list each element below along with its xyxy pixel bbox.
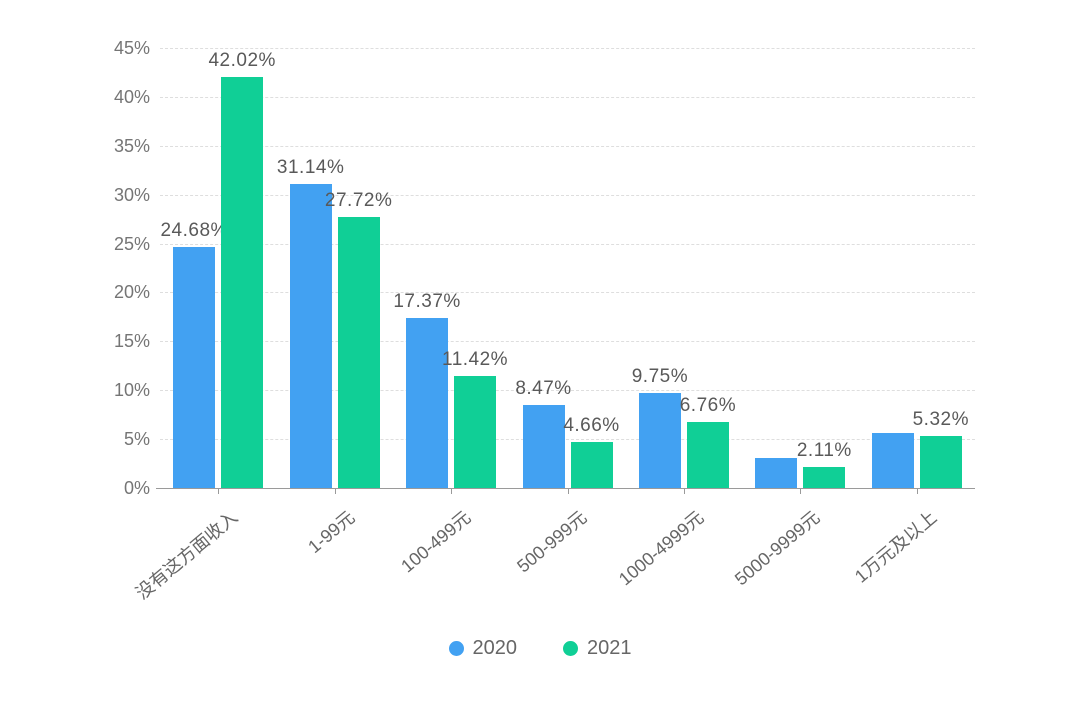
y-axis-tick-label: 40%: [113, 86, 150, 107]
gridline: [160, 48, 975, 49]
gridline: [160, 194, 975, 196]
y-axis-tick-label: 5%: [123, 429, 150, 450]
bar-2020: [871, 433, 914, 488]
plot-area: 24.68% 42.02% 31.14% 27.72% 17.37% 11.42% 8.47…: [156, 48, 975, 494]
x-axis-tick: [451, 488, 453, 494]
y-axis-tick-label: 15%: [113, 331, 150, 352]
gridline: [160, 145, 975, 147]
y-axis-tick-label: 35%: [113, 135, 150, 156]
bar-value-label: 5.32%: [912, 408, 969, 430]
bar-value-label: 24.68%: [160, 219, 228, 241]
bar-value-label: 4.66%: [563, 415, 620, 437]
bar-2021: [803, 467, 846, 488]
bar-value-label: 6.76%: [679, 394, 737, 416]
y-axis-tick-label: 10%: [113, 380, 150, 401]
x-axis-category-label: 500-999元: [513, 507, 591, 577]
x-axis-category-label: 1-99元: [303, 507, 359, 558]
bar-2021: [919, 435, 962, 488]
bar-2020: [289, 183, 332, 488]
x-axis-category-label: 5000-9999元: [731, 507, 824, 590]
y-axis-tick-label: 0%: [123, 478, 150, 498]
gridline: [160, 292, 975, 294]
legend-label-2021: 2021: [587, 637, 632, 659]
bar-value-label: 31.14%: [276, 156, 345, 178]
x-axis-category-label: 1000-4999元: [614, 507, 708, 590]
bar-value-label: 8.47%: [515, 378, 572, 400]
bar-value-label: 2.11%: [796, 440, 852, 462]
x-axis-tick: [218, 488, 220, 494]
y-axis-tick-label: 20%: [113, 282, 150, 303]
gridline: [160, 243, 975, 245]
y-axis-tick-label: 45%: [113, 38, 150, 58]
x-axis-tick: [800, 488, 802, 494]
y-axis-tick-label: 25%: [113, 233, 150, 254]
bar-2020: [638, 392, 681, 488]
legend-label-2020: 2020: [472, 637, 518, 659]
bar-2021: [221, 77, 264, 488]
bar-2020: [522, 405, 565, 488]
x-axis-tick: [683, 488, 685, 494]
bar-2021: [454, 376, 497, 488]
bar-2020: [406, 318, 449, 488]
legend-item-2021[interactable]: 2021: [563, 637, 632, 660]
bar-2021: [570, 442, 613, 488]
gridline: [160, 341, 975, 343]
bar-value-label: 9.75%: [631, 365, 689, 387]
legend-swatch-2020: [448, 641, 464, 656]
gridline: [160, 439, 975, 441]
gridline: [160, 390, 975, 392]
legend-swatch-2021: [563, 641, 578, 656]
y-axis-tick-label: 30%: [113, 184, 150, 205]
x-axis-tick: [567, 488, 569, 494]
x-axis-category-label: 100-499元: [397, 507, 475, 577]
gridline: [160, 96, 975, 98]
x-axis-category-label: 没有这方面收入: [132, 507, 242, 604]
bar-2021: [337, 216, 380, 488]
legend-item-2020[interactable]: 2020: [448, 637, 518, 660]
bar-2020: [755, 457, 798, 488]
x-axis-category-label: 1万元及以上: [850, 507, 941, 587]
bar-value-label: 17.37%: [393, 291, 461, 313]
x-axis-tick: [916, 488, 918, 494]
bar-2021: [686, 421, 729, 488]
x-axis-tick: [334, 488, 336, 494]
chart-legend: 2020 2021: [0, 637, 1080, 660]
bar-value-label: 27.72%: [324, 189, 393, 211]
bar-value-label: 11.42%: [442, 349, 509, 371]
x-axis-line: [156, 488, 975, 489]
bar-value-label: 42.02%: [208, 50, 276, 72]
bar-2020: [173, 246, 216, 488]
